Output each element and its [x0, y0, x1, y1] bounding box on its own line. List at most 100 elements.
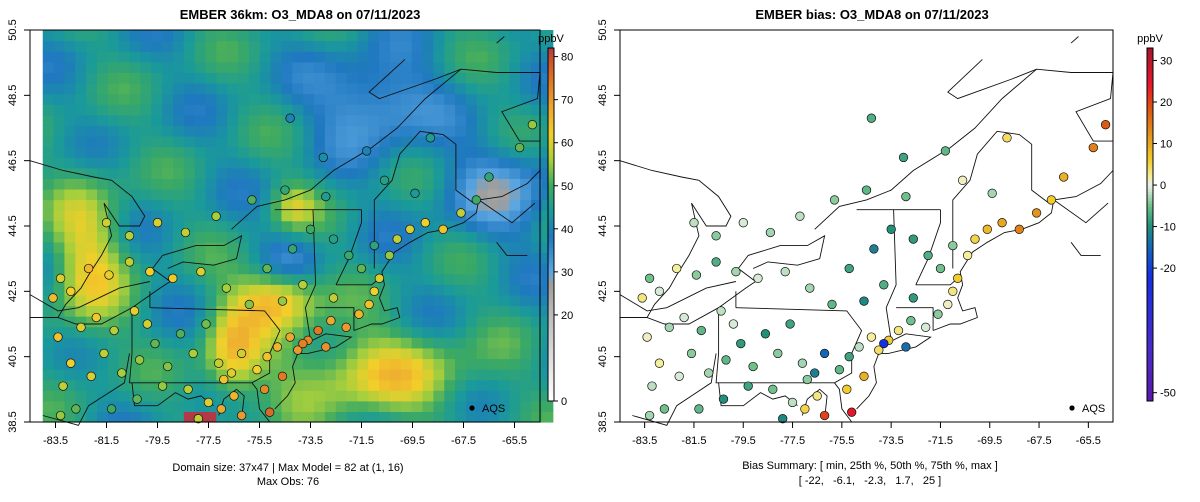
colorbar-segment [1147, 98, 1153, 102]
field-cell [314, 114, 326, 126]
bias-point [886, 224, 896, 234]
field-cell [75, 316, 87, 328]
field-cell [520, 220, 532, 232]
colorbar-segment [1147, 289, 1153, 293]
field-cell [259, 316, 272, 328]
colorbar-segment [1147, 236, 1153, 240]
colorbar-segment [1147, 142, 1153, 146]
field-cell [97, 157, 109, 169]
field-cell [509, 273, 521, 285]
field-cell [53, 231, 66, 243]
bias-point [1059, 172, 1069, 182]
field-cell [531, 51, 543, 63]
field-cell [444, 358, 456, 370]
colorbar-segment [1147, 212, 1153, 217]
field-cell [205, 188, 217, 201]
field-cell [118, 316, 131, 328]
bias-point [901, 342, 911, 352]
field-cell [455, 125, 467, 137]
field-cell [498, 316, 510, 328]
field-cell [346, 326, 359, 338]
field-cell [183, 220, 196, 232]
field-cell [248, 104, 261, 116]
observation-point [293, 345, 303, 355]
field-cell [303, 379, 315, 391]
map-outline [368, 59, 462, 100]
field-cell [455, 284, 467, 296]
field-cell [75, 82, 87, 95]
field-cell [107, 61, 120, 73]
field-cell [205, 231, 217, 243]
field-cell [433, 358, 445, 370]
field-cell [476, 40, 489, 52]
field-cell [118, 294, 131, 307]
field-cell [216, 284, 228, 296]
observation-point [180, 227, 191, 238]
field-cell [292, 326, 304, 338]
colorbar-label: ppbV [1137, 33, 1163, 45]
field-cell [465, 326, 478, 338]
field-cell [183, 114, 196, 126]
field-cell [433, 252, 445, 264]
field-cell [64, 220, 76, 232]
colorbar-segment [548, 359, 554, 364]
field-cell [509, 252, 521, 264]
field-cell [422, 199, 434, 211]
field-cell [476, 210, 489, 222]
field-cell [248, 369, 261, 381]
field-cell [97, 210, 109, 222]
field-cell [314, 305, 326, 317]
field-cell [389, 210, 402, 222]
colorbar-segment [1147, 315, 1153, 320]
field-cell [129, 82, 142, 95]
field-cell [368, 51, 380, 63]
field-cell [389, 125, 402, 137]
colorbar-segment [1147, 230, 1153, 234]
field-cell [42, 82, 55, 95]
field-cell [389, 72, 402, 84]
field-cell [433, 188, 445, 201]
colorbar-segment [548, 259, 554, 264]
field-cell [248, 379, 261, 391]
field-cell [194, 273, 207, 285]
bias-point [935, 263, 946, 274]
field-cell [140, 114, 152, 126]
field-cell [162, 40, 174, 52]
field-cell [346, 316, 359, 328]
field-cell [498, 305, 510, 317]
field-cell [444, 347, 456, 360]
field-cell [129, 135, 142, 148]
field-cell [357, 273, 369, 285]
field-cell [292, 72, 304, 84]
field-cell [64, 305, 76, 317]
y-tick-label: 50.5 [7, 19, 19, 40]
field-cell [194, 284, 207, 296]
colorbar-segment [548, 62, 554, 67]
field-cell [270, 40, 283, 52]
field-cell [357, 178, 369, 190]
colorbar-segment [548, 336, 554, 340]
field-cell [86, 273, 98, 285]
field-cell [42, 263, 55, 275]
field-cell [118, 305, 131, 317]
field-cell [86, 40, 98, 52]
field-cell [227, 252, 239, 264]
field-cell [216, 305, 228, 317]
field-cell [433, 379, 445, 391]
field-cell [75, 167, 87, 179]
field-cell [324, 390, 337, 402]
field-cell [151, 188, 163, 201]
field-cell [53, 61, 66, 73]
observation-point [101, 218, 112, 228]
field-cell [238, 72, 250, 84]
field-cell [509, 305, 521, 317]
field-cell [151, 178, 163, 190]
field-cell [346, 40, 359, 52]
field-cell [259, 93, 272, 105]
colorbar-segment [548, 92, 554, 96]
colorbar-segment [548, 56, 554, 61]
field-cell [335, 358, 348, 370]
observation-point [150, 338, 160, 349]
field-cell [270, 252, 283, 264]
colorbar-segment [1147, 274, 1153, 278]
